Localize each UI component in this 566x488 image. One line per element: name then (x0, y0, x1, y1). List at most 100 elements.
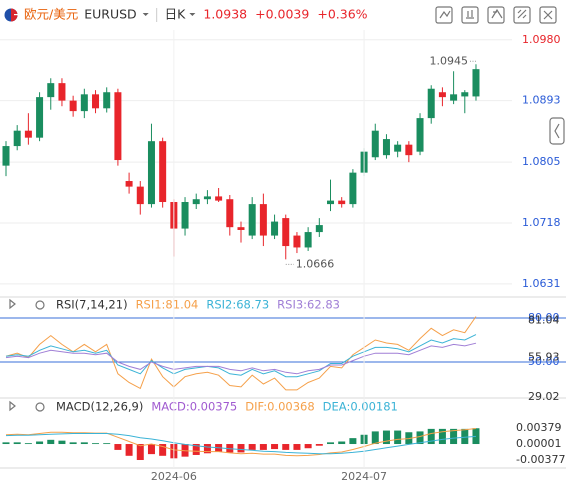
y-tick-label: 0.00379 (516, 421, 562, 434)
macd-bar (304, 444, 312, 449)
tool-button[interactable] (513, 6, 531, 24)
max-price-label: 1.0945 (429, 54, 468, 67)
candle-body (450, 94, 458, 101)
toolbar (435, 6, 565, 145)
macd-bar (192, 444, 200, 455)
candle-body (92, 94, 100, 109)
macd-bar (2, 442, 10, 445)
y-tick-label: 1.0718 (522, 216, 561, 229)
y-tick-label: 0.00001 (516, 437, 562, 450)
candle-body (293, 235, 301, 248)
candle-body (405, 144, 413, 156)
macd-bar (461, 428, 469, 445)
candle-body (427, 88, 435, 119)
y-tick-label: 1.0980 (522, 33, 561, 46)
legend-entry: RSI3:62.83 (277, 298, 340, 312)
candle-body (215, 196, 223, 201)
macd-bar (24, 443, 32, 445)
macd-bar (327, 442, 335, 445)
candle-body (416, 118, 424, 152)
macd-bar (136, 444, 144, 461)
macd-bar (36, 441, 44, 445)
macd-bar (349, 438, 357, 445)
candle-body (80, 94, 88, 112)
macd-bar (13, 442, 21, 445)
dropdown-caret (142, 13, 149, 16)
legend-entry: RSI1:81.04 (136, 298, 199, 312)
y-tick-label: 1.0805 (522, 155, 561, 168)
macd-bar (382, 430, 390, 445)
macd-bar (69, 442, 77, 445)
macd-bar (203, 444, 211, 454)
candle-body (349, 172, 357, 205)
candle-body (315, 225, 323, 233)
rsi-line (5, 316, 477, 391)
candle-body (147, 141, 155, 205)
candle-body (58, 83, 66, 101)
y-tick-label: 29.02 (528, 390, 560, 403)
macd-bar (472, 428, 480, 445)
candle-body (226, 199, 234, 228)
candle-body (203, 196, 211, 200)
macd-bar (293, 444, 301, 450)
candle-body (103, 92, 111, 109)
x-tick-label: 2024-07 (341, 470, 387, 483)
candle-body (125, 181, 133, 187)
macd-bar (315, 444, 323, 446)
last-price: 1.0938 (203, 7, 247, 22)
macd-line (5, 428, 477, 457)
candle-body (472, 69, 480, 97)
candle-body (237, 227, 245, 230)
candle-body (304, 232, 312, 248)
macd-bar (114, 444, 122, 450)
candle-body (461, 92, 469, 97)
side-button[interactable] (549, 117, 565, 145)
macd-bar (125, 444, 133, 456)
macd-bar (271, 444, 279, 450)
tool-button[interactable] (435, 6, 453, 24)
macd-bar (159, 444, 167, 456)
price-change: +0.0039 (255, 7, 309, 22)
macd-bar (47, 439, 55, 445)
macd-bar (92, 443, 100, 445)
macd-bar (103, 443, 111, 445)
y-tick-label: 1.0893 (522, 94, 561, 107)
y-tick-label: -0.00377 (516, 453, 565, 466)
macd-bar (80, 442, 88, 445)
candle-body (382, 139, 390, 156)
candle-body (438, 92, 446, 98)
candle-body (13, 130, 21, 147)
candle-body (159, 141, 167, 203)
macd-bar (338, 441, 346, 445)
candle-body (271, 221, 279, 236)
candle-body (136, 186, 144, 205)
macd-bar (450, 428, 458, 445)
macd-bar (394, 430, 402, 445)
candle-body (181, 202, 189, 229)
y-tick-label: 81.04 (528, 314, 560, 327)
rsi-icons (9, 298, 45, 310)
macd-icons (9, 400, 45, 412)
min-price-label: 1.0666 (296, 257, 335, 270)
rsi-line (5, 334, 477, 378)
candle-body (338, 200, 346, 205)
macd-bar (416, 431, 424, 445)
reference-label: 50.00 (528, 355, 560, 368)
legend-entry: MACD:0.00375 (151, 400, 237, 414)
macd-bar (438, 428, 446, 445)
candle-body (192, 199, 200, 205)
indicator-title: RSI(7,14,21) (56, 298, 128, 312)
instrument-name: 欧元/美元 (24, 7, 78, 22)
legend-entry: DEA:0.00181 (323, 400, 398, 414)
tool-button[interactable] (539, 6, 557, 24)
candle-body (47, 83, 55, 98)
flag-icon (4, 8, 22, 22)
price-change-pct: +0.36% (317, 7, 367, 22)
macd-bar (427, 428, 435, 445)
tool-button[interactable] (461, 6, 479, 24)
x-tick-label: 2024-06 (151, 470, 197, 483)
macd-bar (147, 444, 155, 455)
rsi-line (5, 342, 477, 375)
tool-button[interactable] (487, 6, 505, 24)
